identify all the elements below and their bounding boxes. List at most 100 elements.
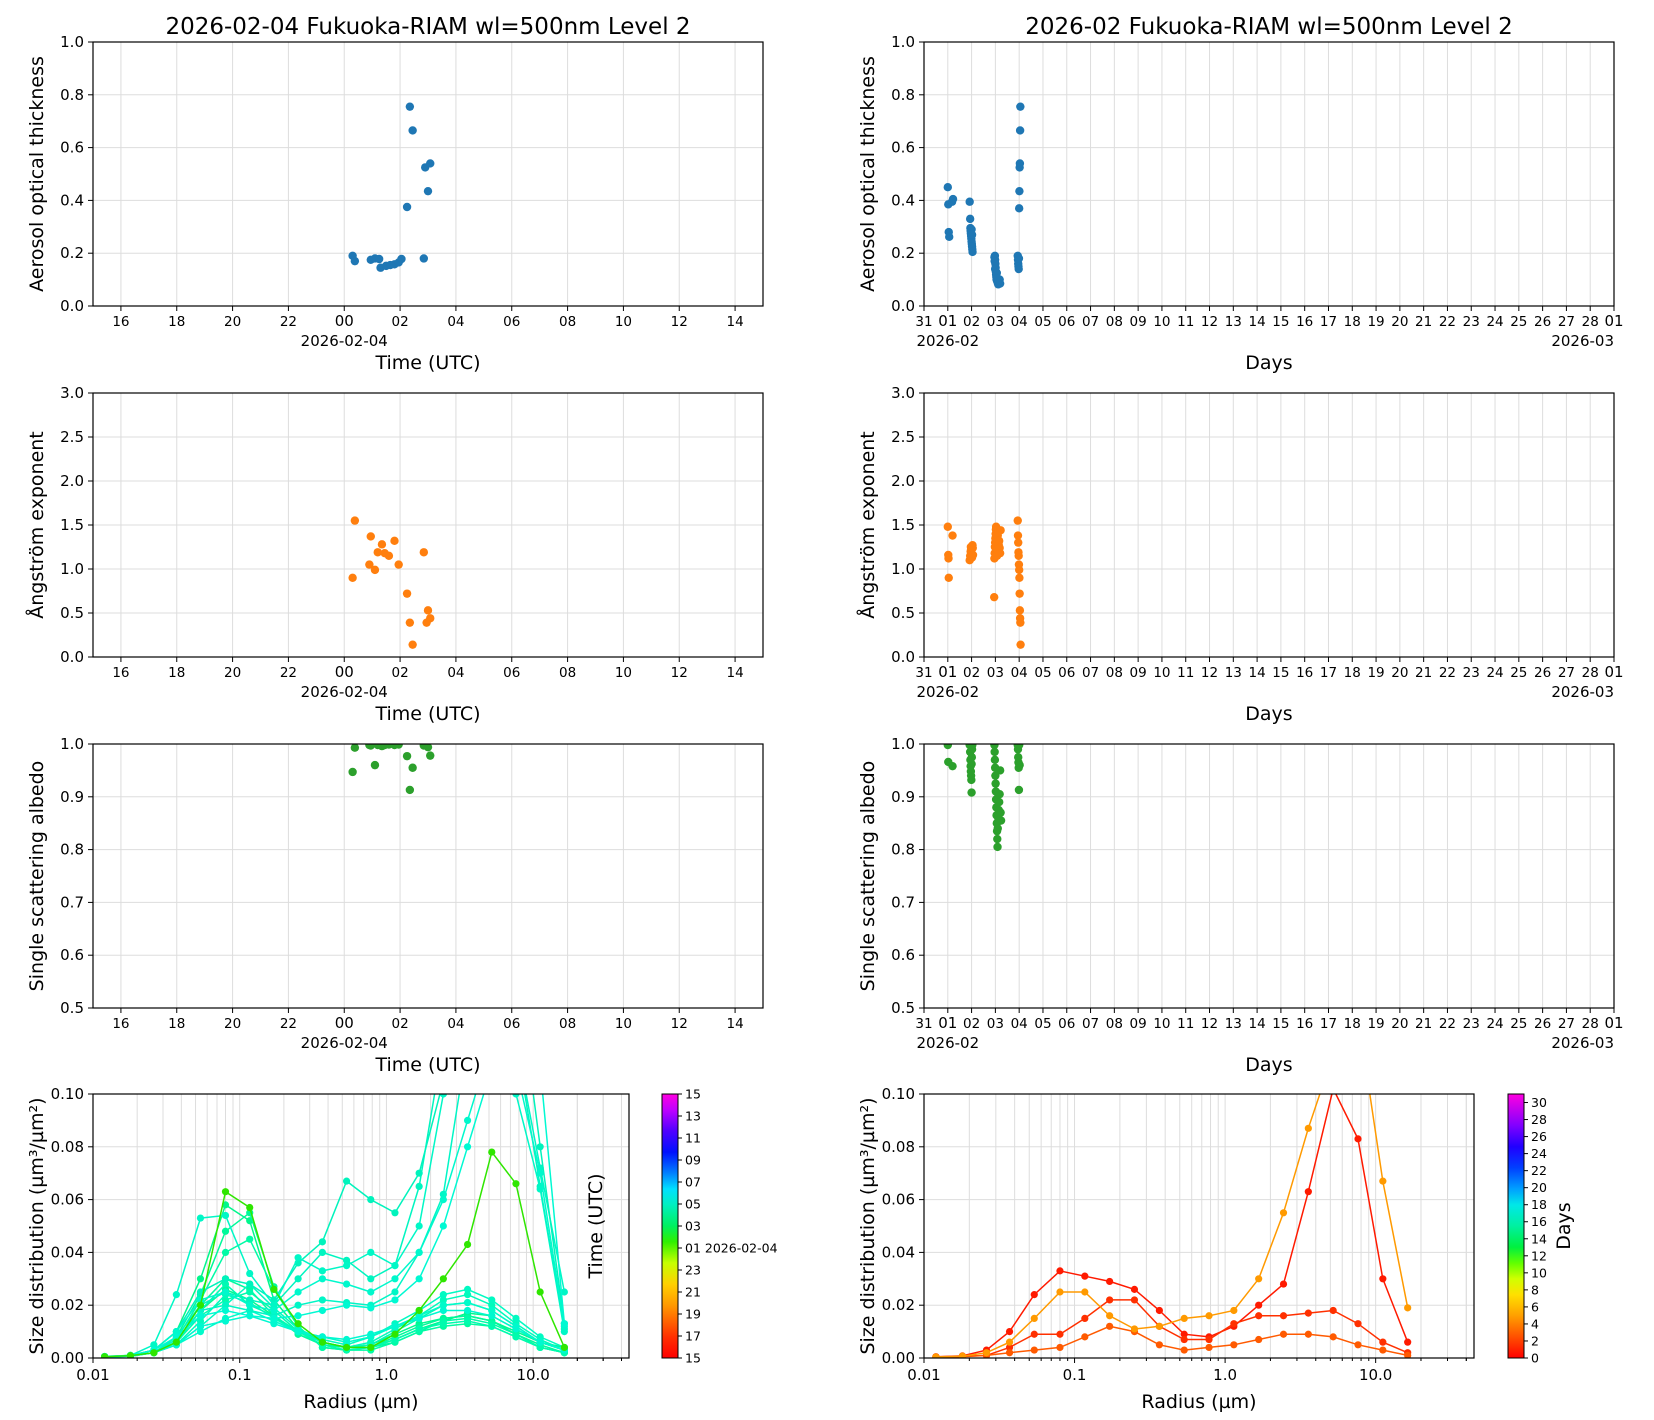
data-point <box>196 1275 205 1283</box>
x-tick-label: 07 <box>1082 1016 1099 1032</box>
data-point <box>1015 573 1024 582</box>
x-tick-label: 04 <box>447 1016 464 1032</box>
x-tick-label: 20 <box>1391 665 1408 681</box>
data-point <box>1379 1177 1387 1185</box>
x-tick-label: 01 <box>938 663 957 681</box>
data-point <box>948 194 958 204</box>
data-point <box>1330 1051 1337 1058</box>
x-tick-label: 12 <box>671 1016 688 1032</box>
x-tick-label: 10 <box>615 665 632 681</box>
data-point <box>463 1298 472 1307</box>
x-offset-label-right: 2026-03 <box>1551 683 1614 701</box>
x-tick-label: 08 <box>1106 1016 1123 1032</box>
y-tick-label: 0.08 <box>51 1138 84 1156</box>
y-tick-label: 0.0 <box>60 648 84 666</box>
data-point <box>1379 1338 1387 1346</box>
data-point <box>196 1312 205 1320</box>
x-tick-label: 19 <box>1367 1016 1384 1032</box>
x-tick-label: 25 <box>1510 665 1527 681</box>
data-point <box>294 1288 302 1296</box>
x-axis-label: Days <box>1245 703 1292 725</box>
data-point <box>1230 1306 1238 1315</box>
y-tick-label: 0.04 <box>882 1243 915 1261</box>
x-tick-label: 12 <box>1201 665 1218 681</box>
data-point <box>996 816 1006 825</box>
data-point <box>377 540 387 549</box>
data-point <box>993 274 1002 283</box>
data-point <box>512 1333 520 1341</box>
data-point <box>294 1328 302 1336</box>
data-point <box>1015 159 1025 168</box>
colorbar-tick-label: 8 <box>1531 1282 1539 1297</box>
colorbar-tick-label: 15 <box>685 1087 701 1102</box>
data-point <box>1205 1343 1213 1352</box>
data-point <box>1304 1309 1312 1317</box>
x-tick-label: 0.01 <box>76 1366 109 1384</box>
plot-frame <box>923 743 1615 1009</box>
x-tick-label: 17 <box>1320 1016 1337 1032</box>
x-tick-label: 01 <box>938 1014 957 1032</box>
data-point <box>342 1280 351 1288</box>
y-tick-label: 0.06 <box>51 1191 84 1209</box>
data-point <box>967 753 977 762</box>
data-point <box>350 256 360 266</box>
data-point <box>1180 1314 1188 1322</box>
data-point <box>405 102 415 111</box>
grid-lines <box>923 392 1615 658</box>
y-tick-label: 0.0 <box>891 648 915 666</box>
data-point <box>365 560 374 569</box>
data-point <box>1205 1312 1213 1320</box>
data-point <box>318 1338 326 1346</box>
data-point <box>1014 744 1024 750</box>
y-tick-label: 2.0 <box>60 472 84 490</box>
data-point <box>221 1280 230 1288</box>
x-tick-label: 22 <box>1439 665 1456 681</box>
data-point <box>488 1312 496 1320</box>
y-axis-label: Size distribution (µm³/µm²) <box>26 1097 48 1354</box>
data-point <box>989 592 999 602</box>
x-tick-label: 28 <box>1582 665 1599 681</box>
data-point <box>512 1038 519 1045</box>
data-point <box>1230 1320 1238 1328</box>
monthly-title: 2026-02 Fukuoka-RIAM wl=500nm Level 2 <box>1025 14 1513 40</box>
data-point <box>996 526 1005 535</box>
data-point <box>463 1285 472 1293</box>
x-tick-label: 27 <box>1558 1016 1575 1032</box>
y-tick-label: 0.9 <box>891 788 915 806</box>
x-tick-label: 16 <box>112 314 129 330</box>
data-point <box>512 985 519 992</box>
data-point <box>318 1238 326 1246</box>
data-point <box>993 842 1002 852</box>
series-line <box>104 1094 566 1358</box>
data-point <box>1279 1209 1288 1217</box>
y-tick-label: 0.0 <box>60 297 84 315</box>
data-point <box>270 1306 278 1315</box>
data-point <box>1279 1280 1288 1288</box>
x-axis-label: Radius (µm) <box>1141 1391 1256 1413</box>
x-tick-label: 23 <box>1463 314 1480 330</box>
data-point <box>246 1301 254 1309</box>
x-tick-label: 01 <box>938 312 957 330</box>
data-point <box>246 1280 254 1288</box>
y-tick-label: 0.8 <box>60 841 84 859</box>
data-point <box>405 785 415 795</box>
x-tick-label: 02 <box>391 665 408 681</box>
data-point <box>512 1094 520 1098</box>
x-offset-label-left: 2026-02 <box>916 1034 979 1052</box>
data-point <box>967 775 976 785</box>
plot-frame <box>92 1093 630 1359</box>
data-point <box>196 1328 205 1336</box>
x-tick-label: 06 <box>1058 314 1075 330</box>
data-point <box>1354 1320 1362 1328</box>
data-point <box>990 744 999 750</box>
x-tick-label: 12 <box>671 665 688 681</box>
x-tick-label: 20 <box>224 314 241 330</box>
y-axis-label: Ångström exponent <box>25 431 48 619</box>
data-point <box>426 159 435 168</box>
data-point <box>1330 1085 1337 1092</box>
data-point <box>1030 1346 1038 1354</box>
x-tick-label: 26 <box>1534 314 1551 330</box>
data-point <box>967 788 976 797</box>
data-point <box>1005 1343 1014 1352</box>
